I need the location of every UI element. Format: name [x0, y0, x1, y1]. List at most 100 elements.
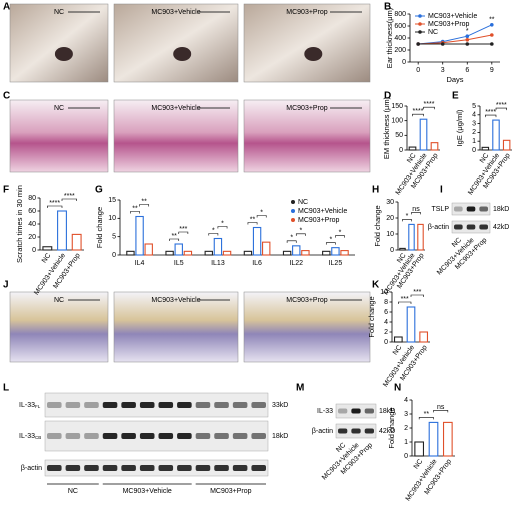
- blot-band: [454, 224, 463, 230]
- x-tick-label: NC: [396, 252, 408, 264]
- sig-bracket: [412, 113, 424, 117]
- point: [416, 42, 420, 46]
- bar: [442, 421, 453, 457]
- legend-label: NC: [298, 199, 308, 206]
- image: [9, 99, 109, 173]
- y-tick-label: 200: [394, 47, 406, 54]
- y-tick-label: 20: [386, 215, 394, 222]
- x-tick-label: IL25: [329, 260, 343, 267]
- blot-band: [351, 408, 361, 414]
- blot-strip: [44, 459, 269, 477]
- image-label: MC903+Prop: [286, 9, 328, 16]
- x-tick-label: 0: [416, 67, 420, 74]
- y-tick-label: 0: [384, 339, 388, 346]
- band-name: IL-33: [19, 402, 35, 409]
- y-tick-label: 5: [112, 234, 116, 241]
- bar: [428, 421, 439, 457]
- blot-band: [177, 465, 192, 471]
- blot-band: [121, 433, 136, 439]
- sig-label: ***: [179, 226, 187, 233]
- blot-band: [232, 465, 248, 471]
- sig-bracket: [410, 294, 424, 297]
- band-name: IL-33: [317, 408, 333, 415]
- band-size: 18kD: [272, 433, 288, 440]
- blot-band: [84, 465, 99, 471]
- y-tick-label: 2: [384, 329, 388, 336]
- bar: [408, 223, 415, 251]
- band-size: 42kD: [493, 224, 509, 231]
- eye: [54, 47, 73, 61]
- blot-band: [338, 408, 348, 414]
- band-size: 18kD: [379, 408, 395, 415]
- blot-band: [364, 428, 374, 434]
- panel-letter: K: [372, 280, 380, 291]
- point: [490, 23, 494, 27]
- blot-band: [251, 433, 266, 439]
- sig-bracket: [495, 107, 507, 111]
- bar: [430, 142, 439, 151]
- panel-letter: F: [3, 185, 9, 196]
- blot-band: [195, 465, 211, 471]
- band-subscript: FL: [35, 404, 41, 409]
- sig-label: ns: [412, 206, 420, 213]
- blot-band: [454, 206, 463, 212]
- x-tick-label: NC: [41, 252, 53, 264]
- y-tick-label: 400: [394, 35, 406, 42]
- image-label: NC: [54, 297, 64, 304]
- y-tick-label: 6: [384, 309, 388, 316]
- blot-band: [47, 433, 62, 439]
- bar: [414, 441, 425, 457]
- annotation: **: [489, 17, 495, 24]
- band-name: β-actin: [312, 428, 333, 435]
- y-tick-label: 0: [390, 247, 394, 254]
- blot-band: [84, 402, 99, 408]
- y-tick-label: 0: [399, 147, 403, 154]
- y-tick-label: 5: [472, 103, 476, 110]
- blot-band: [177, 402, 192, 408]
- sig-label: *: [212, 227, 215, 234]
- y-tick-label: 2: [472, 129, 476, 136]
- blot-band: [65, 433, 81, 439]
- legend-label: MC903+Prop: [298, 217, 340, 224]
- blot-band: [139, 433, 155, 439]
- sig-bracket: [423, 106, 435, 110]
- bar: [301, 250, 310, 256]
- x-axis-label: Days: [446, 75, 463, 84]
- annotation: *: [466, 28, 469, 35]
- bar: [340, 250, 349, 256]
- y-tick-label: 20: [28, 234, 36, 241]
- image: [113, 3, 239, 83]
- group-label: MC903+Prop: [210, 488, 252, 495]
- panel-letter: G: [95, 185, 103, 196]
- blot-band: [251, 465, 266, 471]
- y-axis-label: EM thickness (μm): [382, 96, 391, 159]
- y-tick-label: 10: [386, 231, 394, 238]
- sig-label: *: [260, 209, 263, 216]
- point: [440, 42, 445, 46]
- series-line: [418, 24, 493, 45]
- sig-bracket: [411, 212, 421, 215]
- y-tick-label: 3: [472, 120, 476, 127]
- x-tick-label: IL6: [252, 260, 262, 267]
- y-tick-label: 1: [404, 439, 408, 446]
- group-label: MC903+Vehicle: [123, 488, 172, 495]
- y-tick-label: 4: [384, 319, 388, 326]
- sig-label: *: [406, 213, 409, 220]
- sig-label: *: [329, 237, 332, 244]
- x-tick-label: IL5: [174, 260, 184, 267]
- blot-band: [47, 465, 62, 471]
- sig-bracket: [402, 219, 412, 222]
- y-tick-label: 0: [402, 59, 406, 66]
- sig-bracket: [418, 417, 434, 420]
- y-tick-label: 10: [380, 289, 388, 296]
- sig-label: *: [221, 220, 224, 227]
- panel-letter: J: [3, 280, 9, 291]
- image: [9, 291, 109, 363]
- band-size: 42kD: [379, 428, 395, 435]
- bar: [393, 336, 403, 343]
- image-label: NC: [54, 9, 64, 16]
- x-tick-label: IL4: [135, 260, 145, 267]
- legend-label: NC: [428, 29, 438, 36]
- bar: [292, 245, 301, 256]
- blot-band: [102, 465, 118, 471]
